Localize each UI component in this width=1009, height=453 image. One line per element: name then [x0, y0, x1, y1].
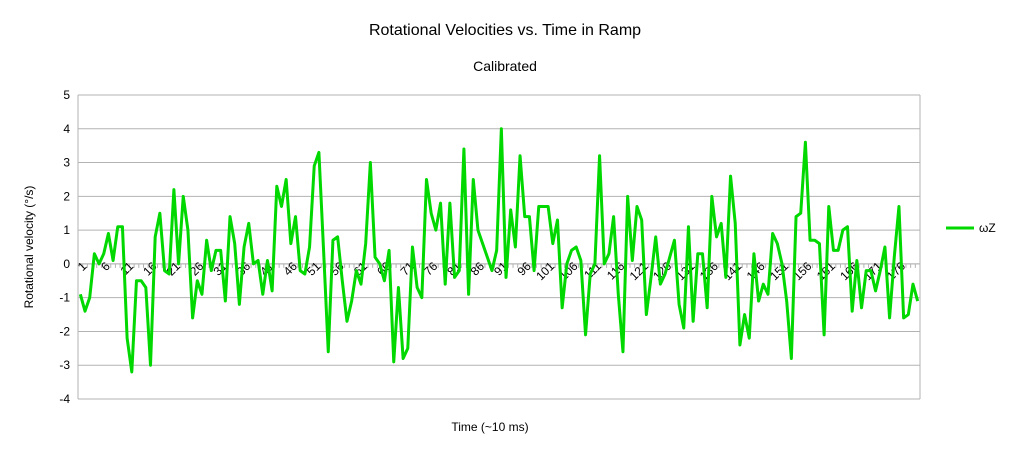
- y-tick-label: -4: [59, 392, 70, 406]
- x-tick-label: 121: [627, 259, 651, 283]
- series-layer: [78, 127, 920, 374]
- y-axis: -4 -3 -2 -1 0 1 2 3 4 5: [59, 88, 70, 406]
- y-tick-label: 3: [63, 156, 70, 170]
- x-tick-label: 11: [118, 259, 137, 278]
- chart-title: Rotational Velocities vs. Time in Ramp: [369, 22, 641, 39]
- chart-subtitle: Calibrated: [473, 58, 537, 74]
- x-tick-label: 96: [515, 259, 535, 279]
- y-tick-label: 1: [63, 223, 70, 237]
- y-axis-label: Rotational velocity (°/s): [22, 186, 36, 309]
- y-tick-label: 2: [63, 189, 70, 203]
- series-line-omega-z: [78, 127, 920, 374]
- legend: ωZ: [946, 221, 996, 235]
- y-tick-label: -2: [59, 324, 70, 338]
- x-tick-label: 101: [533, 259, 557, 283]
- y-tick-label: 4: [63, 122, 70, 136]
- x-tick-label: 16: [140, 259, 160, 279]
- x-tick-label: 21: [164, 259, 184, 279]
- x-tick-label: 46: [281, 259, 301, 279]
- y-tick-label: -3: [59, 358, 70, 372]
- y-tick-label: -1: [59, 291, 70, 305]
- legend-label: ωZ: [979, 221, 996, 235]
- y-tick-label: 5: [63, 88, 70, 102]
- x-axis-label: Time (~10 ms): [451, 420, 528, 434]
- y-tick-label: 0: [63, 257, 70, 271]
